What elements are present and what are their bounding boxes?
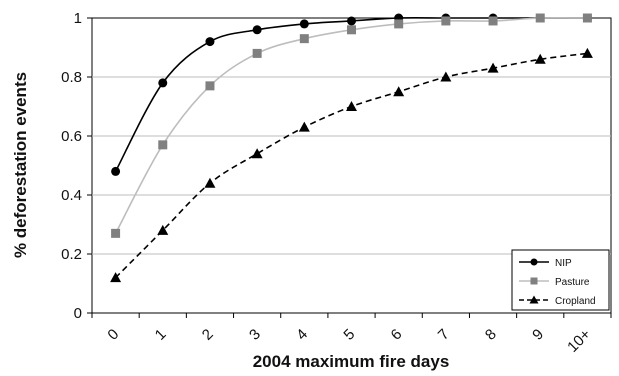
data-point-cropland — [157, 224, 169, 235]
y-tick-label: 0.2 — [61, 246, 82, 263]
y-axis: 0 0.2 0.4 0.6 0.8 1 — [61, 10, 92, 322]
legend-marker-nip — [530, 258, 538, 266]
data-point-pasture — [535, 13, 545, 23]
data-point-nip — [299, 19, 309, 29]
x-tick-label: 7 — [435, 326, 453, 344]
data-point-pasture — [111, 228, 121, 238]
data-point-pasture — [299, 34, 309, 44]
data-point-nip — [205, 37, 215, 47]
data-point-cropland — [393, 86, 405, 97]
legend-label-pasture: Pasture — [555, 277, 590, 288]
y-tick-label: 0.6 — [61, 128, 82, 145]
data-point-cropland — [346, 101, 357, 111]
data-point-pasture — [205, 81, 215, 91]
data-point-nip — [158, 78, 168, 88]
y-axis-title: % deforestation events — [11, 72, 30, 258]
data-point-pasture — [582, 13, 592, 23]
data-point-cropland — [440, 71, 452, 82]
data-point-nip — [252, 25, 262, 35]
series-layer — [110, 13, 593, 283]
x-tick-label: 0 — [104, 326, 122, 344]
data-point-pasture — [252, 48, 262, 58]
data-point-cropland — [298, 121, 310, 132]
data-point-cropland — [204, 177, 216, 188]
x-axis: 0 1 2 3 4 5 6 7 8 9 10+ — [91, 313, 612, 356]
x-tick-label: 5 — [340, 326, 358, 344]
data-point-pasture — [488, 16, 498, 26]
legend-marker-cropland — [529, 295, 539, 304]
data-point-pasture — [394, 19, 404, 29]
y-tick-label: 0.4 — [61, 187, 82, 204]
y-tick-label: 0.8 — [61, 69, 82, 86]
y-tick-label: 1 — [74, 10, 82, 27]
x-tick-label: 1 — [152, 326, 170, 344]
data-point-nip — [347, 16, 356, 26]
x-axis-title: 2004 maximum fire days — [253, 352, 450, 371]
x-tick-label: 2 — [199, 326, 217, 344]
data-point-cropland — [534, 53, 546, 64]
series-pasture — [111, 13, 592, 238]
legend: NIP Pasture Cropland — [511, 249, 610, 311]
legend-label-cropland: Cropland — [555, 296, 596, 307]
data-point-cropland — [581, 47, 593, 58]
data-point-cropland — [487, 62, 499, 73]
y-tick-label: 0 — [74, 305, 82, 322]
x-tick-label: 3 — [246, 326, 264, 344]
data-point-pasture — [441, 16, 451, 26]
x-tick-label: 6 — [388, 326, 406, 344]
legend-marker-pasture — [530, 277, 538, 285]
data-point-cropland — [110, 272, 122, 283]
x-tick-label: 9 — [529, 326, 547, 344]
x-tick-label: 10+ — [564, 326, 594, 356]
data-point-pasture — [347, 25, 356, 35]
data-point-pasture — [158, 140, 168, 150]
legend-label-nip: NIP — [555, 258, 572, 269]
x-tick-label: 8 — [482, 326, 500, 344]
series-cropland — [110, 47, 593, 283]
x-tick-label: 4 — [293, 326, 311, 344]
data-point-nip — [111, 166, 121, 176]
data-point-cropland — [251, 148, 263, 159]
series-line-pasture — [114, 16, 588, 234]
